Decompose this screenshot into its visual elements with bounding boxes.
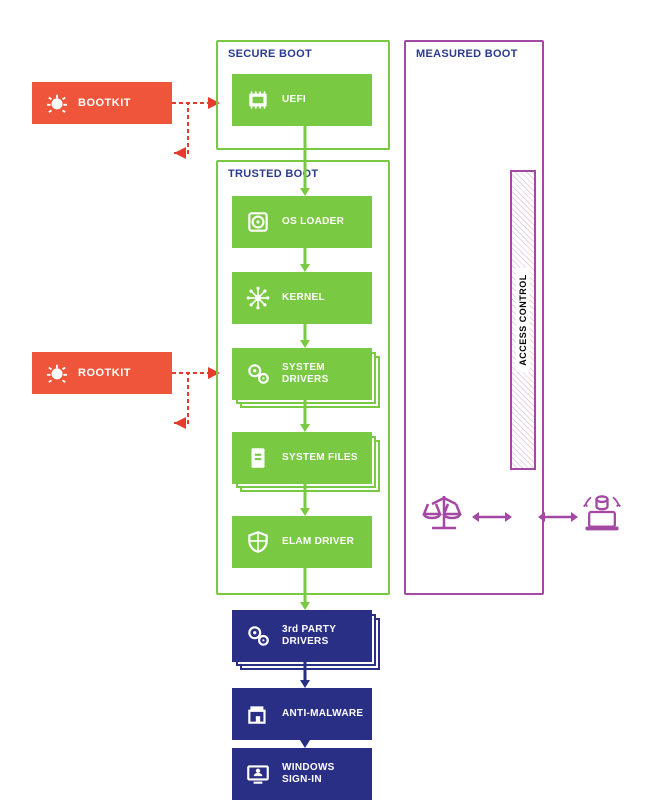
measured-title: MEASURED BOOT [416, 48, 518, 60]
stage-sysdrivers-label: SYSTEMDRIVERS [282, 362, 329, 386]
flow-arrow [298, 740, 312, 748]
double-arrow [538, 510, 578, 524]
stage-signin-label: WINDOWSSIGN-IN [282, 762, 335, 786]
stage-elam-label: ELAM DRIVER [282, 536, 354, 548]
access-control-bar: ACCESS CONTROL [510, 170, 536, 470]
flow-arrow [298, 248, 312, 272]
stage-3rdparty-label: 3rd PARTYDRIVERS [282, 624, 336, 648]
remote-server-icon [580, 490, 624, 539]
shield-icon [244, 528, 272, 556]
castle-icon [244, 700, 272, 728]
gears-icon [244, 622, 272, 650]
stage-antimalware: ANTI-MALWARE [232, 688, 372, 740]
bug-icon [46, 92, 68, 114]
stage-osloader: OS LOADER [232, 196, 372, 248]
disk-icon [244, 208, 272, 236]
stage-sysfiles-label: SYSTEM FILES [282, 452, 358, 464]
stage-signin: WINDOWSSIGN-IN [232, 748, 372, 800]
stage-elam: ELAM DRIVER [232, 516, 372, 568]
access-control-label: ACCESS CONTROL [516, 268, 530, 372]
stage-3rdparty: 3rd PARTYDRIVERS [232, 610, 372, 662]
rootkit-label: ROOTKIT [78, 367, 131, 379]
chip-icon [244, 86, 272, 114]
flow-arrow [298, 126, 312, 196]
double-arrow [472, 510, 512, 524]
bootkit-threat: BOOTKIT [32, 82, 172, 124]
bootkit-label: BOOTKIT [78, 97, 131, 109]
kernel-icon [244, 284, 272, 312]
stage-antimalware-label: ANTI-MALWARE [282, 708, 363, 720]
scale-icon [420, 490, 468, 543]
gears-icon [244, 360, 272, 388]
flow-arrow [298, 400, 312, 432]
flow-arrow [298, 484, 312, 516]
stage-uefi-label: UEFI [282, 94, 306, 106]
stage-sysfiles: SYSTEM FILES [232, 432, 372, 484]
flow-arrow [298, 662, 312, 688]
signin-icon [244, 760, 272, 788]
flow-arrow [298, 568, 312, 610]
stage-kernel: KERNEL [232, 272, 372, 324]
stage-osloader-label: OS LOADER [282, 216, 344, 228]
stage-uefi: UEFI [232, 74, 372, 126]
stage-kernel-label: KERNEL [282, 292, 325, 304]
secure-title: SECURE BOOT [228, 48, 312, 60]
flow-arrow [298, 324, 312, 348]
stage-sysdrivers: SYSTEMDRIVERS [232, 348, 372, 400]
bug-icon [46, 362, 68, 384]
file-icon [244, 444, 272, 472]
rootkit-threat: ROOTKIT [32, 352, 172, 394]
